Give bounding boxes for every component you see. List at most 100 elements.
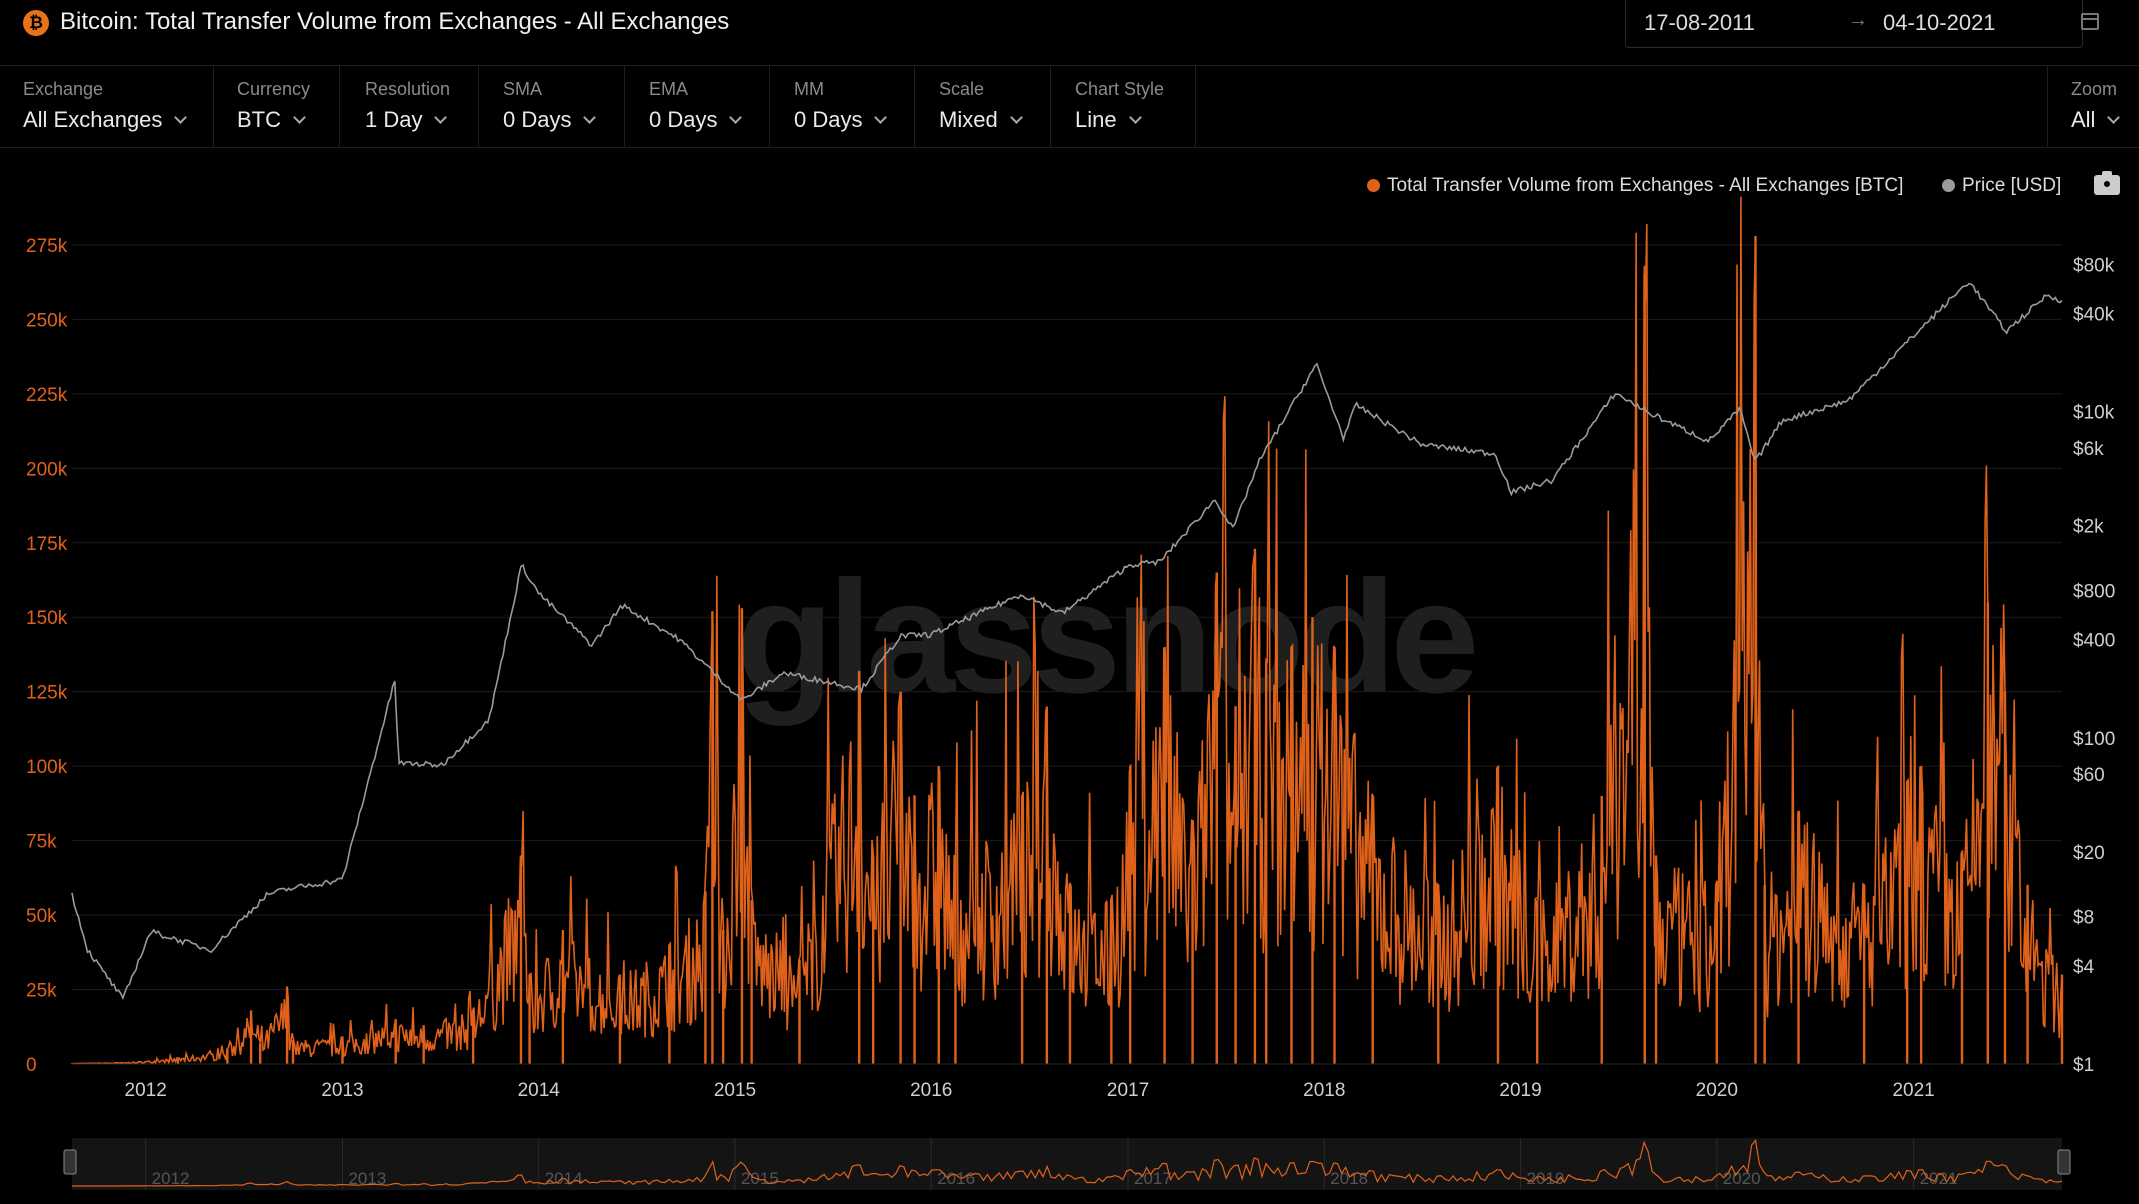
sma-value: 0 Days [503, 107, 572, 132]
scale-dropdown[interactable]: Scale Mixed [915, 66, 1051, 148]
zoom-value: All [2071, 107, 2096, 132]
x-tick-label: 2018 [1303, 1080, 1345, 1101]
page-title: Bitcoin: Total Transfer Volume from Exch… [60, 8, 730, 35]
volume-line [71, 196, 2063, 1065]
bitcoin-logo-icon: ₿ [23, 10, 49, 36]
ema-dropdown[interactable]: EMA 0 Days [625, 66, 770, 148]
right-tick-label: $800 [2073, 582, 2115, 603]
resolution-value: 1 Day [365, 107, 423, 132]
exchange-dropdown[interactable]: Exchange All Exchanges [0, 66, 214, 148]
scale-value: Mixed [939, 107, 998, 132]
title-bar: ₿ Bitcoin: Total Transfer Volume from Ex… [0, 0, 2139, 66]
exchange-label: Exchange [23, 79, 104, 99]
date-from-input[interactable]: 17-08-2011 [1644, 10, 1755, 35]
right-tick-label: $20 [2073, 843, 2105, 864]
x-tick-label: 2017 [1107, 1080, 1149, 1101]
legend-dot-volume [1367, 179, 1380, 192]
zoom-dropdown[interactable]: Zoom All [2047, 66, 2139, 148]
navigator-background [72, 1138, 2062, 1190]
navigator-tick-label: 2015 [741, 1169, 779, 1188]
left-tick-label: 0 [26, 1055, 37, 1076]
sma-label: SMA [503, 79, 543, 99]
price-series [71, 282, 2063, 1001]
mm-value: 0 Days [794, 107, 863, 132]
left-tick-label: 150k [26, 608, 68, 629]
navigator-tick-label: 2016 [937, 1169, 975, 1188]
legend-item-price[interactable]: Price [USD] [1942, 175, 2061, 197]
legend-item-volume[interactable]: Total Transfer Volume from Exchanges - A… [1367, 175, 1903, 197]
currency-dropdown[interactable]: Currency BTC [214, 66, 340, 148]
navigator-handle-right[interactable] [2057, 1149, 2071, 1175]
right-tick-label: $100 [2073, 729, 2115, 750]
left-tick-label: 50k [26, 906, 57, 927]
left-tick-label: 225k [26, 385, 68, 406]
price-line [71, 282, 2063, 1001]
resolution-dropdown[interactable]: Resolution 1 Day [340, 66, 479, 148]
ema-value: 0 Days [649, 107, 718, 132]
x-tick-label: 2012 [125, 1080, 167, 1101]
x-tick-label: 2015 [714, 1080, 756, 1101]
chart-style-label: Chart Style [1075, 79, 1165, 99]
x-tick-label: 2020 [1696, 1080, 1738, 1101]
x-tick-label: 2016 [910, 1080, 952, 1101]
mm-label: MM [794, 79, 824, 99]
right-tick-label: $4 [2073, 957, 2095, 978]
right-tick-label: $400 [2073, 631, 2115, 652]
left-tick-label: 175k [26, 534, 68, 555]
chart-style-value: Line [1075, 107, 1117, 132]
x-tick-label: 2019 [1499, 1080, 1541, 1101]
arrow-right-icon: → [1848, 9, 1868, 31]
navigator-tick-label: 2018 [1330, 1169, 1368, 1188]
x-tick-label: 2021 [1892, 1080, 1934, 1101]
right-axis: $1 $4 $8 $20 $60 $100 $400 $800 $2k $6k $10k $40k $8… [2073, 255, 2115, 1076]
left-tick-label: 25k [26, 981, 57, 1002]
left-tick-label: 100k [26, 757, 68, 778]
left-tick-label: 125k [26, 683, 68, 704]
chart-controls: Exchange All Exchanges Currency BTC Reso… [0, 66, 2139, 148]
grid-lines [72, 244, 2062, 1065]
right-tick-label: $40k [2073, 304, 2115, 325]
zoom-label: Zoom [2071, 79, 2118, 99]
resolution-label: Resolution [365, 79, 451, 99]
navigator-tick-label: 2019 [1527, 1169, 1565, 1188]
x-tick-label: 2014 [518, 1080, 561, 1101]
mm-dropdown[interactable]: MM 0 Days [770, 66, 915, 148]
legend-label-volume: Total Transfer Volume from Exchanges - A… [1387, 175, 1904, 196]
right-tick-label: $2k [2073, 517, 2104, 538]
left-tick-label: 250k [26, 310, 68, 331]
right-tick-label: $8 [2073, 908, 2094, 929]
navigator-handle-left[interactable] [63, 1149, 77, 1175]
chart-style-dropdown[interactable]: Chart Style Line [1051, 66, 1196, 148]
navigator-tick-label: 2021 [1920, 1169, 1958, 1188]
right-tick-label: $80k [2073, 255, 2115, 276]
ema-label: EMA [649, 79, 689, 99]
navigator: 2012 2013 2014 2015 2016 2017 2018 2019 2020 2021 [63, 1138, 2071, 1190]
volume-series [70, 196, 2064, 1065]
navigator-volume-line [72, 1138, 2063, 1187]
x-tick-label: 2013 [321, 1080, 363, 1101]
left-tick-label: 275k [26, 236, 68, 257]
currency-value: BTC [237, 107, 281, 132]
navigator-tick-label: 2012 [152, 1169, 190, 1188]
date-to-input[interactable]: 04-10-2021 [1883, 10, 1996, 35]
left-axis: 0 25k 50k 75k 100k 125k 150k 175k 200k 225k 250k 27… [26, 236, 68, 1076]
camera-icon[interactable] [2094, 171, 2120, 195]
legend-dot-price [1942, 179, 1955, 192]
x-axis: 2012 2013 2014 2015 2016 2017 2018 2019 2020 2021 [72, 1063, 2062, 1101]
currency-label: Currency [237, 79, 311, 99]
date-range-picker[interactable]: 17-08-2011 → 04-10-2021 [1625, 0, 2099, 48]
navigator-tick-label: 2013 [348, 1169, 386, 1188]
scale-label: Scale [939, 79, 985, 99]
sma-dropdown[interactable]: SMA 0 Days [479, 66, 625, 148]
left-tick-label: 200k [26, 459, 68, 480]
legend-label-price: Price [USD] [1962, 175, 2062, 196]
navigator-tick-label: 2020 [1723, 1169, 1761, 1188]
right-tick-label: $6k [2073, 439, 2104, 460]
right-tick-label: $60 [2073, 765, 2105, 786]
right-tick-label: $1 [2073, 1055, 2094, 1076]
right-tick-label: $10k [2073, 403, 2115, 424]
left-tick-label: 75k [26, 832, 57, 853]
exchange-value: All Exchanges [23, 107, 163, 132]
calendar-icon[interactable] [2081, 13, 2099, 30]
